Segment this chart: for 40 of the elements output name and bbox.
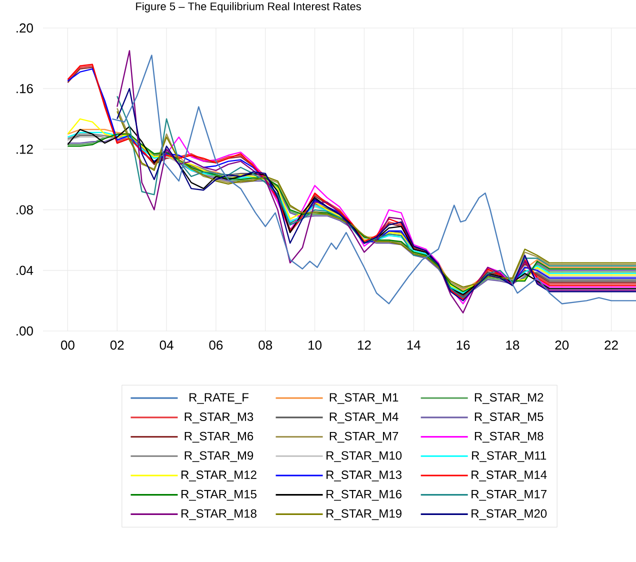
legend-label: R_STAR_M19 [326, 509, 402, 520]
x-tick-label: 08 [258, 340, 272, 350]
x-tick-label: 18 [506, 340, 520, 350]
legend-label: R_STAR_M3 [184, 412, 254, 424]
legend-label: R_STAR_M7 [330, 432, 398, 443]
y-tick-label: .08 [16, 205, 33, 214]
legend-label: R_RATE_F [190, 393, 248, 404]
legend-label: R_STAR_M16 [326, 490, 402, 501]
legend-label: R_STAR_M1 [330, 393, 398, 404]
x-tick-label: 02 [110, 340, 124, 350]
x-tick-label: 16 [456, 340, 470, 350]
legend-label: R_STAR_M9 [184, 451, 254, 462]
legend-label: R_STAR_M4 [330, 412, 398, 424]
legend-label: R_STAR_M11 [472, 451, 546, 462]
legend-label: R_STAR_M10 [326, 451, 402, 462]
legend-label: R_STAR_M13 [326, 470, 402, 482]
legend-label: R_STAR_M17 [472, 490, 546, 501]
legend-label: R_STAR_M6 [184, 432, 254, 443]
legend-label: R_STAR_M2 [474, 393, 544, 404]
legend-label: R_STAR_M15 [181, 490, 256, 501]
y-tick-label: .12 [16, 144, 33, 154]
x-tick-label: 20 [555, 340, 569, 350]
x-tick-label: 12 [358, 340, 371, 350]
legend-label: R_STAR_M20 [472, 509, 547, 520]
legend-label: R_STAR_M8 [474, 432, 544, 443]
x-tick-label: 22 [604, 340, 618, 350]
legend-label: R_STAR_M5 [474, 412, 544, 424]
legend-label: R_STAR_M18 [181, 509, 256, 520]
x-tick-label: 14 [407, 340, 420, 350]
chart-title: Figure 5 – The Equilibrium Real Interest Rates [136, 2, 361, 12]
x-tick-label: 06 [209, 340, 223, 350]
y-tick-label: .04 [16, 266, 34, 275]
y-tick-label: .20 [16, 23, 33, 33]
legend-label: R_STAR_M12 [181, 470, 256, 482]
x-tick-label: 04 [160, 340, 174, 350]
legend-label: R_STAR_M14 [472, 470, 547, 482]
x-tick-label: 00 [60, 340, 74, 350]
x-tick-label: 10 [308, 340, 322, 350]
y-tick-label: .16 [16, 84, 33, 94]
y-tick-label: .00 [16, 326, 33, 336]
